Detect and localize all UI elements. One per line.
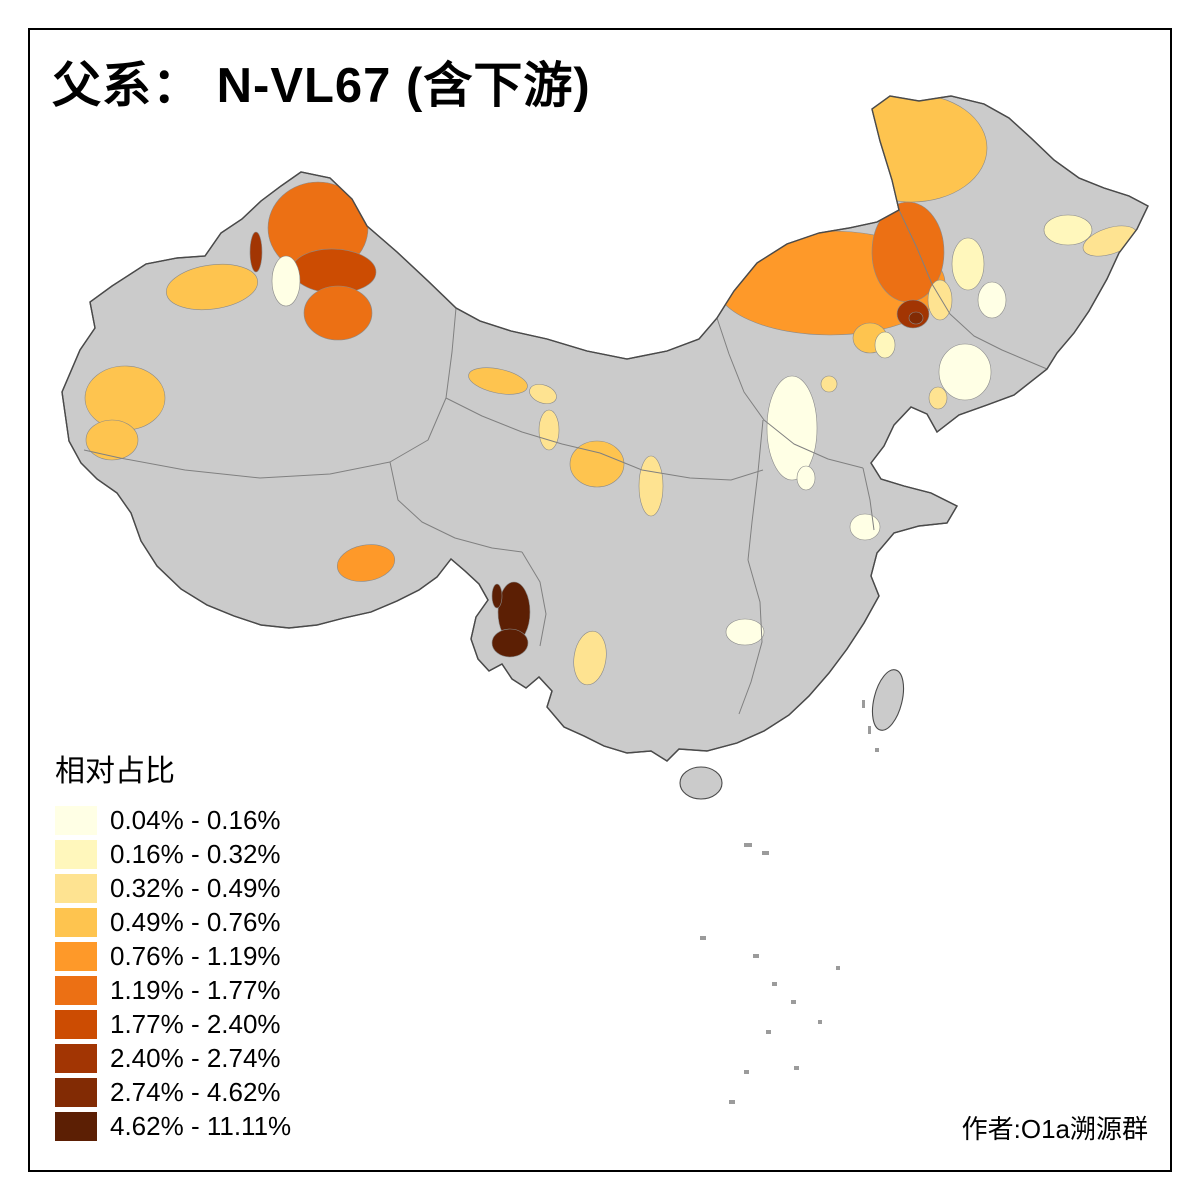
legend-item-8: 2.74% - 4.62% [55,1078,291,1107]
legend-items: 0.04% - 0.16% 0.16% - 0.32% 0.32% - 0.49% 0… [55,806,291,1141]
legend: 相对占比 0.04% - 0.16% 0.16% - 0.32% 0.32% - 0… [55,746,291,1146]
legend-swatch [55,1010,97,1039]
legend-bin-label: 4.62% - 11.11% [110,1111,292,1141]
legend-bin-label: 0.16% - 0.32% [110,839,281,869]
legend-bin-label: 1.77% - 2.40% [110,1009,281,1039]
author-credit: 作者:O1a溯源群 [961,1114,1148,1144]
map-region-north-china-pale-dot [796,465,816,491]
legend-swatch [55,942,97,971]
legend-item-1: 0.16% - 0.32% [55,840,291,869]
map-region-xinjiang-lower-orange [303,285,373,341]
map-region-south-northeast-yellow [928,386,948,410]
chart-title: 父系： N-VL67 (含下游) [52,59,591,113]
map-region-corridor-strip-west [468,367,528,395]
legend-bin-label: 1.19% - 1.77% [110,975,281,1005]
map-region-north-china-pale-strip [766,375,818,481]
map-region-yunnan-pale-yellow [573,630,607,686]
map-region-corridor-strip-east [529,383,557,405]
legend-bin-label: 2.40% - 2.74% [110,1043,281,1073]
legend-swatch [55,840,97,869]
legend-bin-label: 0.76% - 1.19% [110,941,281,971]
map-region-southwest-darkest-sliver [491,583,503,609]
legend-item-2: 0.32% - 0.49% [55,874,291,903]
map-region-south-central-pale [725,618,765,646]
map-region-northeast-small-pale [874,331,896,359]
hainan-island [679,766,723,800]
map-region-ningxia-pale-strip [638,455,664,517]
legend-bin-label: 0.04% - 0.16% [110,805,281,835]
legend-swatch [55,1078,97,1107]
legend-item-5: 1.19% - 1.77% [55,976,291,1005]
map-region-qinghai-south-orange [336,544,396,582]
legend-bin-label: 2.74% - 4.62% [110,1077,281,1107]
legend-bin-label: 0.49% - 0.76% [110,907,281,937]
map-region-southwest-darkest-south [491,628,529,658]
map-region-east-coast-pale [849,513,881,541]
map-region-xinjiang-dark-sliver [249,231,263,273]
legend-swatch [55,1044,97,1073]
legend-item-9: 4.62% - 11.11% [55,1112,291,1141]
map-region-xinjiang-west-band [166,263,258,311]
legend-title: 相对占比 [55,755,175,788]
legend-swatch [55,908,97,937]
map-region-gansu-small-strip [538,409,560,451]
map-region-northeast-pale-b [977,281,1007,319]
legend-swatch [55,1112,97,1141]
map-region-xinjiang-pale-gap [271,255,301,307]
legend-swatch [55,806,97,835]
map-region-xinjiang-southwest-tail [85,419,139,461]
legend-bin-label: 0.32% - 0.49% [110,873,281,903]
sea-islands-specks [700,700,879,1104]
legend-swatch [55,874,97,903]
map-region-northeast-pale-a [951,237,985,291]
legend-swatch [55,976,97,1005]
mainland-outline-stroke [61,95,1149,762]
map-region-inner-mongolia-dark-core [908,311,924,325]
map-region-northeast-top-orange [836,96,988,203]
map-region-xinjiang-southwest [84,365,166,431]
legend-item-4: 0.76% - 1.19% [55,942,291,971]
map-region-northeast-yellow-strip [927,279,953,321]
map-region-far-east-pale [1043,214,1093,246]
legend-item-6: 1.77% - 2.40% [55,1010,291,1039]
map-region-gansu-central-orange [569,440,625,488]
taiwan-island [871,669,905,731]
legend-item-3: 0.49% - 0.76% [55,908,291,937]
map-region-north-border-yellow-dot [820,375,838,393]
legend-item-0: 0.04% - 0.16% [55,806,291,835]
province-borders [83,209,1048,715]
map-region-south-northeast-pale [938,343,992,401]
legend-item-7: 2.40% - 2.74% [55,1044,291,1073]
